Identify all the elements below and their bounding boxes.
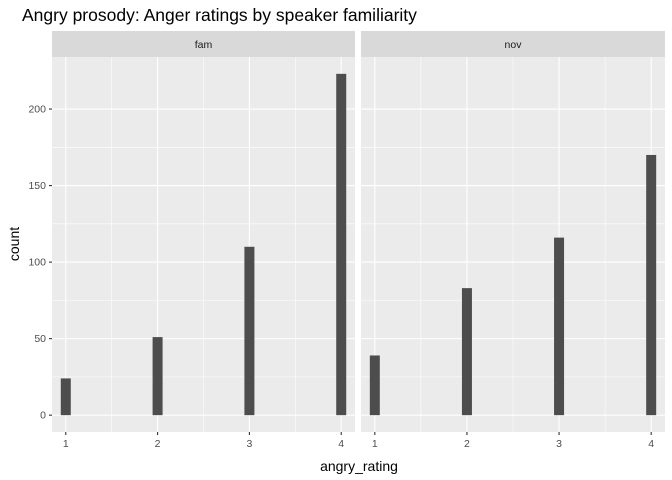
- y-tick-label: 100: [28, 257, 46, 269]
- y-tick-label: 150: [28, 180, 46, 192]
- y-tick-label: 0: [40, 410, 46, 422]
- bar-nov-3: [554, 237, 565, 416]
- x-axis-title: angry_rating: [320, 458, 398, 474]
- bar-fam-4: [336, 73, 347, 416]
- bar-fam-1: [60, 378, 71, 416]
- x-tick-label: 3: [246, 438, 252, 450]
- facet-strip-label: fam: [195, 39, 213, 51]
- bar-nov-1: [369, 355, 380, 416]
- x-tick-label: 1: [372, 438, 378, 450]
- bar-fam-3: [244, 246, 255, 416]
- x-tick-label: 4: [648, 438, 654, 450]
- x-tick-label: 4: [338, 438, 344, 450]
- y-axis-title: count: [6, 227, 22, 261]
- bar-fam-2: [152, 337, 163, 416]
- bar-nov-2: [461, 288, 472, 416]
- facet-panel-nov: nov 1 2 3 4: [361, 31, 665, 450]
- facet-strip: [361, 31, 665, 57]
- x-tick-label: 3: [556, 438, 562, 450]
- x-tick-label: 1: [63, 438, 69, 450]
- chart-title: Angry prosody: Anger ratings by speaker …: [22, 5, 417, 25]
- facet-panel-fam: fam 1 2 3 4 0 50 100 150 200: [28, 31, 355, 450]
- y-tick-label: 200: [28, 104, 46, 116]
- bar-nov-4: [646, 154, 657, 416]
- facet-strip: [52, 31, 355, 57]
- facet-panels: fam 1 2 3 4 0 50 100 150 200 nov 1 2 3 4: [28, 31, 665, 450]
- facet-strip-label: nov: [505, 39, 523, 51]
- y-tick-label: 50: [34, 333, 46, 345]
- x-tick-label: 2: [464, 438, 470, 450]
- x-tick-label: 2: [155, 438, 161, 450]
